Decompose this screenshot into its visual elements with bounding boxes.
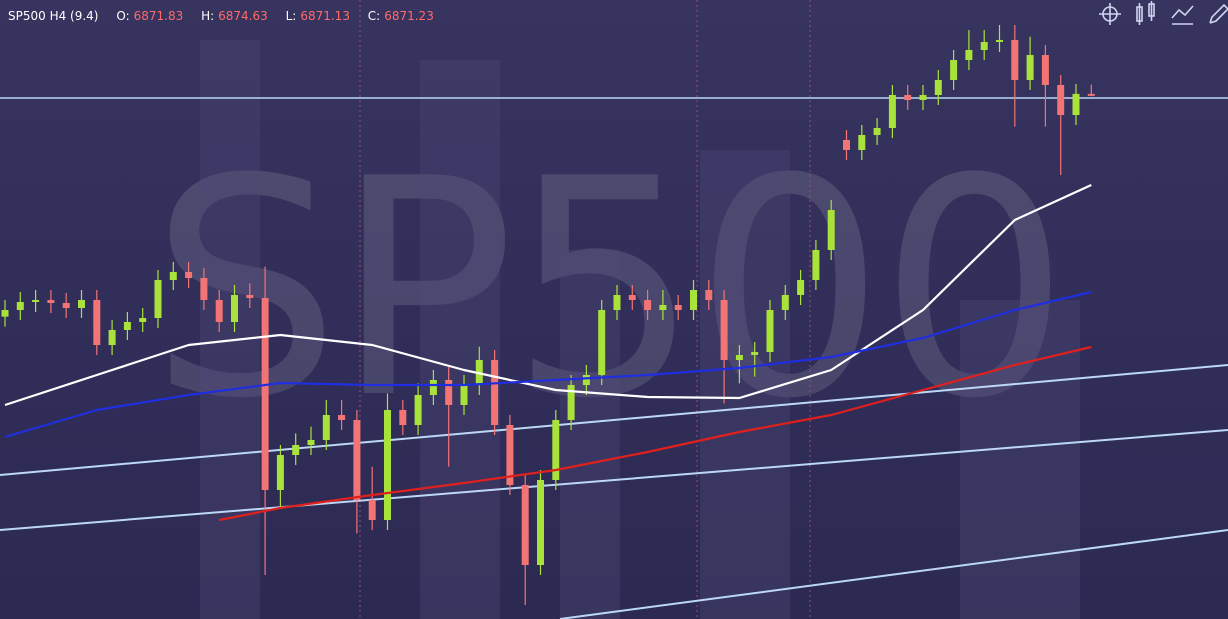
- candle-body: [873, 128, 881, 135]
- candle-body: [598, 310, 606, 375]
- candle-body: [720, 300, 728, 360]
- candle-body: [322, 415, 330, 440]
- candle-body: [690, 290, 697, 310]
- candle-body: [674, 305, 682, 310]
- candle-body: [919, 95, 927, 100]
- toolbar: [1099, 1, 1228, 25]
- candle-body: [781, 295, 789, 310]
- candle-body: [384, 410, 391, 520]
- candle-body: [628, 295, 636, 300]
- candle-body: [1026, 55, 1034, 80]
- candle-body: [78, 300, 85, 308]
- candle-body: [858, 135, 866, 150]
- candle-body: [16, 302, 24, 310]
- candle-body: [1, 310, 9, 317]
- candle-body: [276, 455, 284, 490]
- ohlc-value: 6874.63: [218, 9, 268, 23]
- candle-body: [338, 415, 346, 420]
- candle-body: [445, 380, 453, 405]
- candle-body: [797, 280, 805, 295]
- candle-body: [139, 318, 147, 322]
- candle-body: [552, 420, 560, 480]
- candle-body: [582, 375, 590, 385]
- candle-body: [231, 295, 238, 322]
- candle-body: [62, 303, 70, 308]
- candle-body: [521, 485, 529, 565]
- candle-body: [1011, 40, 1019, 80]
- candle-body: [827, 210, 835, 250]
- candle-body: [904, 95, 912, 100]
- candle-body: [292, 445, 300, 455]
- candle-body: [934, 80, 942, 95]
- drawn-lines: [0, 97, 1228, 619]
- candle-body: [567, 385, 575, 420]
- candle-body: [965, 50, 973, 60]
- ohlc-label: O:: [116, 9, 130, 23]
- candle-body: [169, 272, 177, 280]
- candle-body: [644, 300, 652, 310]
- candle-body: [1072, 93, 1080, 115]
- moving-average-line: [4, 290, 1092, 439]
- candle-body: [537, 480, 544, 565]
- candle-body: [215, 300, 223, 322]
- ohlc-value: 6871.83: [133, 9, 184, 23]
- candle-body: [705, 290, 713, 300]
- indicators-button[interactable]: [1171, 5, 1194, 25]
- ohlc-label: H:: [201, 9, 215, 23]
- candle-body: [353, 420, 361, 500]
- candle-body: [307, 440, 315, 445]
- candle-body: [185, 272, 193, 278]
- candle-body: [1041, 55, 1049, 85]
- candle-body: [1057, 85, 1065, 115]
- candle-body: [200, 278, 208, 300]
- plot: [1, 25, 1095, 605]
- crosshair-button[interactable]: [1099, 3, 1121, 25]
- watermark: SP500: [150, 140, 1070, 440]
- candle-body: [491, 360, 499, 425]
- candle-body: [950, 60, 958, 80]
- candle-body: [108, 330, 116, 345]
- candle-body: [399, 410, 407, 425]
- candle-body: [414, 395, 422, 425]
- candle-body: [659, 305, 667, 310]
- candle-body: [261, 298, 269, 490]
- ohlc-label: L:: [285, 9, 297, 23]
- candle-body: [766, 310, 774, 352]
- ohlc-label: C:: [367, 9, 381, 23]
- candle-body: [123, 322, 131, 330]
- ohlc-value: 6871.13: [300, 9, 350, 23]
- candle-body: [460, 385, 468, 405]
- candle-body: [980, 42, 988, 50]
- moving-average-line: [4, 183, 1092, 407]
- session-separators: [359, 0, 811, 619]
- candle-body: [154, 280, 162, 318]
- candle-body: [843, 140, 850, 150]
- symbol: SP500 H4 (9.4): [8, 9, 99, 23]
- candle-body: [735, 355, 743, 360]
- candle-body: [429, 380, 437, 395]
- candle-body: [888, 95, 896, 128]
- candle-body: [368, 500, 376, 520]
- candle-body: [812, 250, 820, 280]
- ohlc-value: 6871.23: [384, 9, 434, 23]
- candle-body: [246, 295, 254, 298]
- background-buildings: [200, 40, 1080, 619]
- candle-body: [751, 352, 759, 355]
- candles-button[interactable]: [1136, 1, 1155, 25]
- candle-body: [613, 295, 621, 310]
- draw-button[interactable]: [1209, 3, 1228, 24]
- candle-body: [93, 300, 101, 345]
- candle-body: [47, 300, 55, 303]
- moving-average-line: [218, 345, 1092, 522]
- header: SP500 H4 (9.4) O: 6871.83 H: 6874.63 L: 687…: [8, 9, 448, 23]
- candle-body: [32, 300, 40, 302]
- candle-body: [506, 425, 514, 485]
- candle-body: [1087, 93, 1095, 96]
- candle-body: [996, 40, 1003, 42]
